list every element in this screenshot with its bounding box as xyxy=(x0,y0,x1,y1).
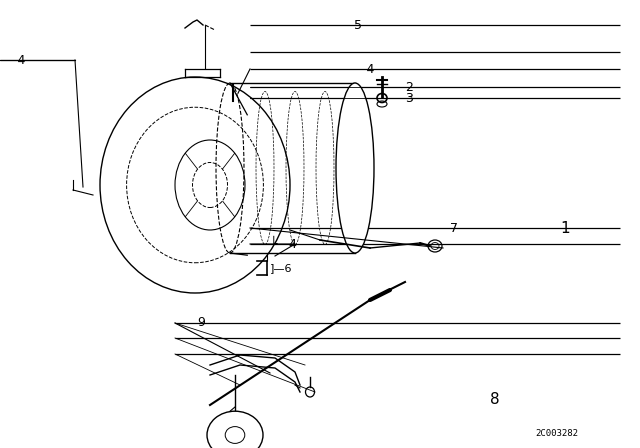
Text: └—4: └—4 xyxy=(270,237,298,250)
Text: 2C003282: 2C003282 xyxy=(535,428,578,438)
Text: ]—6: ]—6 xyxy=(270,263,292,273)
Text: 3: 3 xyxy=(405,91,413,104)
Text: 9: 9 xyxy=(197,316,205,329)
Text: —4: —4 xyxy=(354,63,374,76)
Text: 7: 7 xyxy=(450,221,458,234)
Text: 5: 5 xyxy=(354,18,362,31)
Text: 2: 2 xyxy=(405,81,413,94)
Text: 1: 1 xyxy=(560,220,570,236)
Ellipse shape xyxy=(336,83,374,253)
Text: 8: 8 xyxy=(490,392,500,408)
Text: —4: —4 xyxy=(5,53,26,66)
